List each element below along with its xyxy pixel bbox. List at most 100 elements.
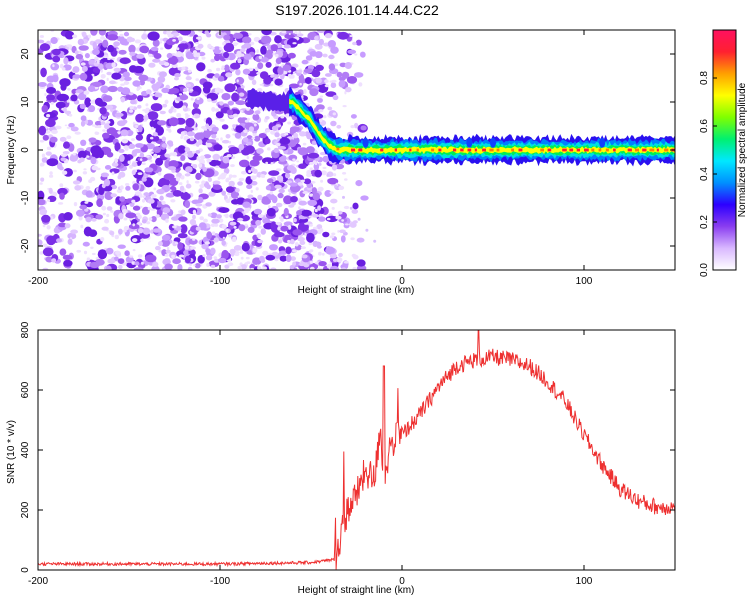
spectrogram-noise-speck [240, 53, 245, 57]
spectrogram-noise-speck [215, 137, 219, 141]
spectrogram-noise-speck [234, 132, 242, 139]
spectrogram-noise-speck [292, 158, 296, 161]
spectrogram-noise-speck [174, 241, 178, 245]
spectrogram-noise-speck [90, 246, 94, 249]
spectrogram-noise-speck [322, 166, 327, 169]
spectrogram-noise-speck [317, 98, 323, 103]
spectrogram-noise-speck [110, 57, 115, 60]
spectrogram-noise-speck [110, 210, 114, 213]
spectrogram-noise-speck [242, 68, 251, 75]
spectrogram-noise-speck [123, 81, 130, 85]
spectrogram-noise-speck [283, 44, 291, 49]
spectrogram-noise-speck [195, 226, 201, 231]
spectrogram-noise-speck [186, 180, 189, 184]
spectrogram-trace-peak [358, 148, 363, 152]
spectrogram-noise-speck [350, 125, 355, 129]
spectrogram-noise-speck [42, 134, 49, 141]
snr-ytick-label: 0 [20, 567, 31, 573]
spectrogram-noise-speck [286, 165, 295, 171]
spectrogram-noise-speck [77, 150, 87, 159]
spectrogram-noise-speck [233, 245, 242, 251]
spectrogram-noise-speck [197, 43, 204, 49]
spectrogram-noise-speck [202, 81, 213, 90]
spectrogram-noise-speck [222, 41, 226, 46]
spectrogram-noise-speck [64, 124, 68, 127]
spectrogram-noise-speck [343, 205, 350, 210]
spectrogram-noise-speck [157, 120, 167, 126]
spectrogram-noise-speck [212, 153, 221, 161]
spectrogram-trace-peak [336, 147, 340, 151]
spectrogram-noise-speck [49, 174, 54, 178]
spectrogram-noise-speck [324, 33, 333, 39]
spectrogram-noise-speck [211, 126, 219, 132]
spectrogram-noise-speck [123, 217, 128, 221]
spectrogram-noise-speck [192, 34, 199, 44]
spectrogram-noise-speck [155, 214, 160, 218]
spectrogram-noise-speck [351, 253, 357, 258]
spectrogram-noise-speck [223, 34, 231, 41]
spectrogram-noise-speck [98, 63, 104, 70]
spectrogram-trace-peak [649, 148, 655, 152]
spectrogram-noise-speck [262, 250, 269, 256]
spectrogram-noise-speck [288, 83, 299, 89]
spectrogram-noise-speck [298, 262, 306, 267]
spectrogram-noise-speck [185, 166, 193, 173]
spectrogram-noise-speck [304, 77, 312, 84]
spectrogram-noise-speck [337, 230, 340, 233]
spectrogram-noise-speck [144, 254, 157, 263]
spectrogram-noise-speck [185, 183, 192, 189]
spectrogram-noise-speck [186, 131, 195, 137]
spectrogram-trace-peak [540, 148, 544, 152]
spectrogram-noise-speck [267, 147, 271, 151]
spectrogram-noise-speck [325, 246, 335, 255]
spectrogram-noise-speck [239, 251, 244, 254]
spectrogram-noise-speck [153, 187, 157, 191]
spectrogram-noise-speck [164, 263, 173, 270]
spectrogram-noise-speck [237, 58, 242, 64]
spectrogram-noise-speck [297, 147, 309, 156]
spectrogram-noise-speck [292, 261, 297, 266]
spectrogram-noise-speck [131, 169, 136, 176]
spectrogram-noise-speck [328, 54, 335, 60]
spectrogram-noise-speck [184, 245, 190, 250]
spectrogram-noise-speck [125, 93, 138, 101]
spectrogram-noise-speck [157, 75, 166, 83]
spectrogram-noise-speck [290, 238, 295, 245]
spectrogram-noise-speck [92, 48, 100, 56]
spectrogram-noise-speck [294, 31, 298, 34]
spectrogram-noise-speck [184, 113, 189, 116]
spectrogram-noise-speck [306, 173, 312, 178]
snr-y-ticks: 0 200 400 600 800 [20, 321, 675, 573]
colorbar: 0.0 0.2 0.4 0.6 0.8 Normalized spectral ampl… [699, 29, 748, 277]
spectrogram-noise-speck [221, 93, 231, 101]
spectrogram-noise-speck [257, 107, 262, 112]
spectrogram-noise-speck [97, 149, 105, 159]
spectrogram-noise-speck [275, 142, 281, 147]
spectrogram-noise-speck [179, 185, 185, 192]
spectrogram-noise-speck [188, 207, 198, 215]
spectrogram-noise-speck [329, 253, 338, 259]
spectrogram-noise-speck [277, 175, 284, 182]
spectrogram-noise-speck [119, 185, 124, 190]
spectrogram-noise-speck [300, 246, 306, 250]
spectrogram-noise-speck [172, 108, 177, 113]
spectrogram-noise-speck [118, 264, 123, 270]
spectrogram-noise-speck [311, 187, 317, 195]
spectrogram-noise-speck [80, 115, 87, 122]
spectrogram-noise-speck [60, 83, 67, 91]
spectrogram-noise-speck [207, 177, 212, 183]
spectrogram-noise-speck [67, 87, 71, 91]
spectrogram-noise-speck [225, 178, 230, 183]
spectrogram-noise-speck [213, 256, 218, 259]
spectrogram-noise-speck [143, 30, 147, 33]
spectrogram-noise-speck [114, 256, 119, 262]
spectrogram-noise-speck [207, 98, 212, 103]
spectrogram-noise-speck [254, 135, 261, 142]
spectrogram-trace-peak [438, 148, 442, 152]
spectrogram-noise-speck [336, 257, 343, 263]
spectrogram-noise-speck [92, 81, 102, 88]
spectrogram-noise-speck [110, 193, 117, 198]
spectrogram-noise-speck [326, 217, 331, 221]
snr-ytick-label: 800 [20, 321, 31, 338]
spectrogram-noise-speck [178, 93, 183, 96]
